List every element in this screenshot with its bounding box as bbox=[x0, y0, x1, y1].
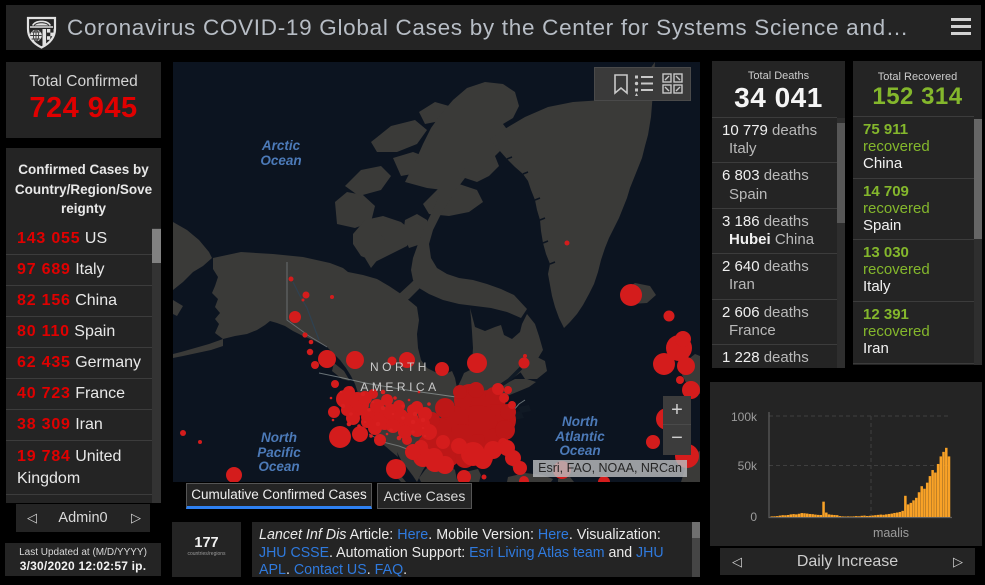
svg-text:0: 0 bbox=[750, 510, 757, 524]
svg-text:maalis: maalis bbox=[873, 526, 909, 540]
svg-text:50k: 50k bbox=[738, 459, 758, 473]
svg-text:100k: 100k bbox=[731, 410, 758, 424]
